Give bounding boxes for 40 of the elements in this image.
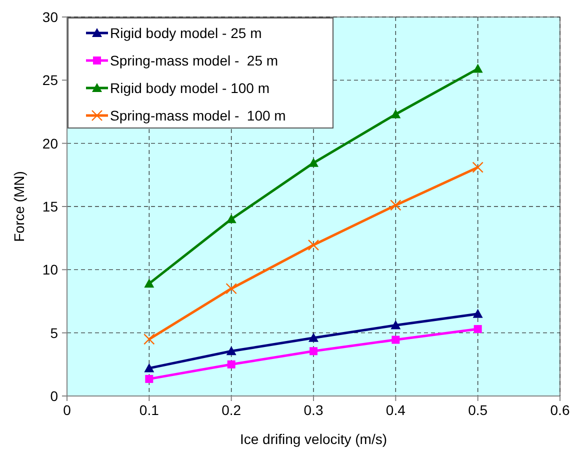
point: [474, 325, 482, 334]
point: [308, 239, 320, 251]
legend-label: Rigid body model - 100 m: [110, 80, 270, 96]
y-axis-title: Force (MN): [11, 171, 27, 242]
y-tick-label: 15: [42, 198, 58, 214]
point: [472, 162, 484, 173]
x-tick-label: 0.1: [139, 402, 160, 418]
x-tick-label: 0.5: [468, 402, 488, 418]
x-tick-label: 0.2: [222, 402, 242, 418]
y-tick-label: 5: [50, 324, 58, 341]
point: [308, 158, 318, 167]
point: [390, 109, 401, 118]
legend-label: Spring-mass model - 25 m: [110, 52, 278, 68]
legend-label: Rigid body model - 25 m: [110, 25, 262, 41]
point: [226, 214, 236, 224]
y-tick-label: 10: [42, 262, 58, 278]
y-tick-label: 0: [50, 388, 58, 404]
point: [310, 347, 318, 356]
x-axis-title: Ice drifing velocity (m/s): [240, 431, 388, 447]
x-tick-label: 0.4: [386, 402, 406, 418]
x-tick-label: 0: [63, 402, 72, 418]
y-tick-label: 25: [42, 72, 58, 88]
point: [144, 278, 154, 288]
point: [390, 200, 402, 211]
point: [145, 374, 154, 383]
point: [392, 336, 400, 344]
point: [472, 64, 483, 73]
point: [144, 363, 154, 372]
point: [144, 334, 155, 345]
y-tick-label: 20: [42, 135, 58, 152]
legend-label: Spring-mass model - 100 m: [110, 108, 286, 124]
point: [472, 308, 483, 318]
point: [227, 360, 236, 368]
point: [390, 320, 401, 330]
point: [226, 283, 237, 294]
x-tick-label: 0.3: [304, 402, 324, 418]
y-tick-label: 30: [42, 9, 58, 25]
point: [226, 346, 236, 356]
x-tick-label: 0.6: [550, 402, 570, 418]
point: [308, 332, 318, 342]
